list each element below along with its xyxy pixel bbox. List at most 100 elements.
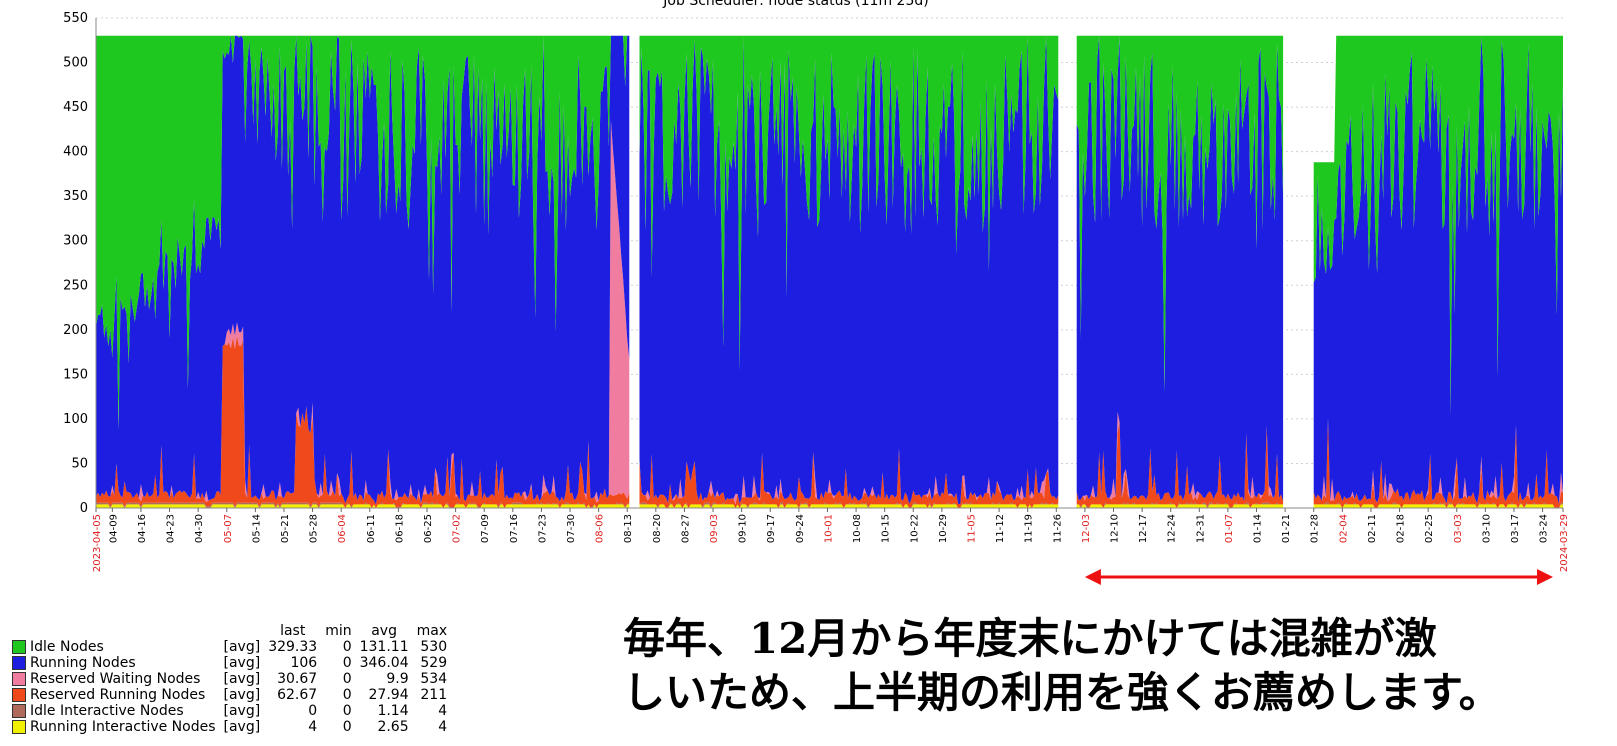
legend-max-value: 211 — [420, 687, 448, 703]
node-status-chart: Job Scheduler: node status (11m 25d) 0 50… — [63, 0, 1570, 585]
legend-agg-value: [avg] — [223, 655, 261, 671]
legend-row: Running Nodes [avg] 106 0 346.04 529 — [8, 655, 451, 671]
x-tick-label: 01-21 — [1281, 514, 1292, 543]
arrow-head-right — [1537, 569, 1553, 585]
legend-avg-value: 9.9 — [386, 671, 409, 687]
legend-min-value: 0 — [342, 719, 352, 735]
legend-swatch — [12, 672, 26, 686]
x-axis-ticks: 2023-04-05 04-09 04-16 04-23 04-30 05-07 05-14… — [92, 508, 1570, 572]
y-axis-ticks: 0 50 100 150 200 250 300 350 400 450 500 550 — [63, 11, 88, 516]
legend-col-agg — [220, 623, 265, 639]
legend-swatch — [12, 640, 26, 654]
x-tick-label: 11-12 — [995, 514, 1006, 543]
legend-series-name: Running Interactive Nodes — [30, 719, 216, 735]
x-tick-label: 04-30 — [194, 514, 205, 543]
y-tick-label: 200 — [63, 323, 88, 338]
x-tick-label: 04-16 — [137, 514, 148, 543]
y-tick-label: 250 — [63, 278, 88, 293]
series-area-running-nodes — [96, 35, 1563, 505]
x-tick-label: 08-20 — [652, 514, 663, 543]
x-tick-label: 10-15 — [881, 514, 892, 543]
legend-min-value: 0 — [342, 671, 352, 687]
legend-max-value: 4 — [438, 719, 448, 735]
y-tick-label: 150 — [63, 367, 88, 382]
series-areas — [96, 35, 1563, 508]
legend-min-value: 0 — [342, 655, 352, 671]
arrow-head-left — [1084, 569, 1101, 585]
x-tick-label: 09-24 — [795, 514, 806, 543]
x-tick-label: 01-28 — [1310, 514, 1321, 543]
x-tick-label: 08-27 — [680, 514, 691, 543]
legend-max-value: 530 — [420, 639, 448, 655]
series-area-idle-nodes — [96, 35, 1563, 431]
x-tick-label: 12-10 — [1110, 514, 1121, 543]
x-tick-label: 08-06 — [595, 514, 606, 543]
x-tick-label: 02-04 — [1338, 514, 1349, 543]
legend-table: last min avg max Idle Nodes [avg] 329.33 0 1… — [8, 623, 451, 735]
series-area-reserved-running-nodes — [96, 335, 1563, 508]
series-area-running-interactive-nodes — [96, 504, 1563, 508]
x-tick-label: 07-23 — [537, 514, 548, 543]
y-tick-label: 0 — [80, 501, 88, 516]
legend-col-max: max — [416, 623, 448, 639]
legend-header: last min avg max — [8, 623, 451, 639]
x-tick-label: 07-02 — [452, 514, 463, 543]
x-tick-label: 03-03 — [1453, 514, 1464, 543]
legend: last min avg max Idle Nodes [avg] 329.33 0 1… — [8, 623, 451, 735]
legend-series-cell: Reserved Running Nodes — [8, 687, 220, 703]
y-tick-label: 350 — [63, 189, 88, 204]
x-tick-label: 08-13 — [623, 514, 634, 543]
x-tick-label: 2024-03-29 — [1559, 514, 1570, 572]
legend-col-avg: avg — [371, 623, 397, 639]
legend-col-min: min — [325, 623, 352, 639]
x-tick-label: 10-22 — [909, 514, 920, 543]
legend-avg-value: 2.65 — [377, 719, 409, 735]
legend-agg-value: [avg] — [223, 671, 261, 687]
x-tick-label: 11-05 — [966, 514, 977, 543]
x-tick-label: 12-31 — [1195, 514, 1206, 543]
legend-max-value: 529 — [420, 655, 448, 671]
x-tick-label: 09-03 — [709, 514, 720, 543]
legend-min-value: 0 — [342, 687, 352, 703]
x-tick-label: 12-24 — [1167, 514, 1178, 543]
legend-row: Idle Interactive Nodes [avg] 0 0 1.14 4 — [8, 703, 451, 719]
y-tick-label: 400 — [63, 145, 88, 160]
note-line-1: 毎年、12月から年度末にかけては混雑が激 — [623, 614, 1437, 663]
y-tick-label: 300 — [63, 234, 88, 249]
legend-swatch — [12, 688, 26, 702]
y-tick-label: 50 — [71, 456, 88, 471]
axes — [95, 18, 1563, 509]
legend-col-name — [8, 623, 220, 639]
x-tick-label: 03-24 — [1539, 514, 1550, 543]
legend-max-value: 4 — [438, 703, 448, 719]
x-tick-label: 02-18 — [1396, 514, 1407, 543]
x-tick-label: 06-11 — [366, 514, 377, 543]
x-tick-label: 09-17 — [766, 514, 777, 543]
legend-swatch — [12, 720, 26, 734]
x-tick-label: 01-14 — [1253, 514, 1264, 543]
x-tick-label: 10-08 — [852, 514, 863, 543]
legend-series-name: Idle Interactive Nodes — [30, 703, 184, 719]
x-tick-label: 07-30 — [566, 514, 577, 543]
legend-series-cell: Idle Nodes — [8, 639, 220, 655]
legend-rows: Idle Nodes [avg] 329.33 0 131.11 530 Running N… — [8, 639, 451, 735]
legend-swatch — [12, 656, 26, 670]
x-tick-label: 04-23 — [166, 514, 177, 543]
legend-series-name: Reserved Waiting Nodes — [30, 671, 201, 687]
legend-row: Running Interactive Nodes [avg] 4 0 2.65 4 — [8, 719, 451, 735]
legend-avg-value: 346.04 — [359, 655, 409, 671]
legend-avg-value: 1.14 — [377, 703, 409, 719]
legend-last-value: 106 — [290, 655, 318, 671]
x-tick-label: 02-11 — [1367, 514, 1378, 543]
legend-avg-value: 131.11 — [359, 639, 409, 655]
note-line-2: しいため、上半期の利用を強くお薦めします。 — [623, 668, 1501, 717]
x-tick-label: 05-21 — [280, 514, 291, 543]
legend-last-value: 329.33 — [268, 639, 318, 655]
x-tick-label: 10-01 — [823, 514, 834, 543]
x-tick-label: 05-28 — [309, 514, 320, 543]
highlight-arrow — [1084, 569, 1553, 585]
legend-agg-value: [avg] — [223, 703, 261, 719]
y-tick-label: 100 — [63, 412, 88, 427]
legend-last-value: 30.67 — [277, 671, 318, 687]
legend-agg-value: [avg] — [223, 719, 261, 735]
